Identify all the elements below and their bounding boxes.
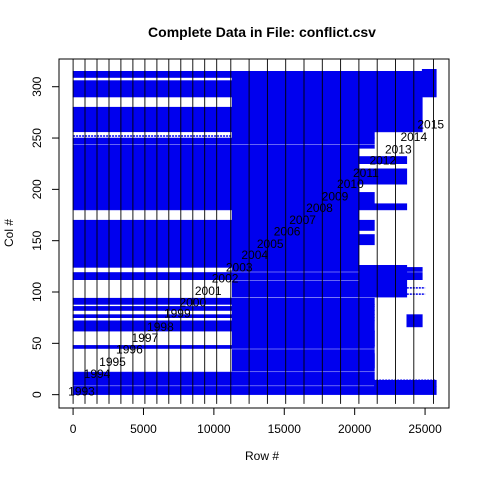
- data-band-18: [358, 219, 375, 231]
- y-axis-label: Col #: [2, 219, 16, 247]
- data-band-10: [72, 306, 375, 311]
- year-label-2003: 2003: [226, 260, 253, 274]
- data-band-31: [231, 77, 375, 81]
- x-tick-label-10000: 10000: [197, 422, 231, 436]
- data-band-26: [72, 137, 375, 145]
- year-label-2000: 2000: [179, 295, 206, 309]
- data-band-28: [72, 106, 375, 133]
- data-band-21: [358, 203, 408, 211]
- data-band-22: [358, 192, 375, 204]
- data-band-13: [231, 280, 375, 298]
- year-label-2006: 2006: [274, 224, 301, 238]
- data-band-34: [421, 69, 437, 98]
- row-boundaries: [72, 59, 434, 404]
- year-label-1998: 1998: [147, 320, 174, 334]
- x-tick-label-0: 0: [70, 422, 77, 436]
- data-band-12: [72, 297, 375, 305]
- data-band-38: [358, 353, 375, 369]
- year-label-1995: 1995: [99, 355, 126, 369]
- y-axis: 0 50 100 150 200 250 300: [30, 76, 60, 398]
- y-tick-label-200: 200: [30, 179, 44, 199]
- year-label-1999: 1999: [164, 307, 191, 321]
- year-label-1994: 1994: [84, 367, 111, 381]
- year-label-2010: 2010: [337, 177, 364, 191]
- year-label-2012: 2012: [369, 154, 396, 168]
- year-label-2002: 2002: [212, 272, 239, 286]
- x-axis: 0 5000 10000 15000 20000 25000: [70, 407, 442, 436]
- x-tick-label-25000: 25000: [408, 422, 442, 436]
- year-label-2013: 2013: [385, 142, 412, 156]
- y-tick-label-250: 250: [30, 128, 44, 148]
- year-labels: 1993 199419951996199719981999200020012002…: [68, 118, 444, 399]
- x-tick-label-5000: 5000: [130, 422, 157, 436]
- y-tick-label-50: 50: [30, 336, 44, 350]
- year-label-2001: 2001: [195, 284, 222, 298]
- data-band-27: [231, 131, 375, 139]
- data-band-33: [374, 71, 423, 133]
- year-label-2008: 2008: [306, 201, 333, 215]
- data-band-17: [358, 234, 375, 246]
- data-band-8: [72, 314, 375, 319]
- year-label-1996: 1996: [116, 343, 143, 357]
- data-band-7: [231, 317, 375, 322]
- year-label-2004: 2004: [241, 248, 268, 262]
- data-band-6: [72, 320, 375, 332]
- y-tick-label-100: 100: [30, 282, 44, 302]
- y-tick-label-150: 150: [30, 230, 44, 250]
- chart-title: Complete Data in File: conflict.csv: [148, 24, 376, 40]
- y-tick-label-300: 300: [30, 76, 44, 96]
- data-band-2: [231, 371, 375, 386]
- data-band-9: [231, 310, 375, 315]
- year-label-2009: 2009: [322, 190, 349, 204]
- data-band-29: [231, 96, 375, 108]
- data-band-5: [231, 330, 375, 346]
- year-label-1993: 1993: [68, 385, 95, 399]
- x-tick-label-20000: 20000: [338, 422, 372, 436]
- year-label-2005: 2005: [257, 237, 284, 251]
- year-label-2011: 2011: [353, 166, 379, 180]
- data-band-36: [358, 264, 408, 298]
- year-label-2015: 2015: [417, 118, 444, 132]
- year-label-1997: 1997: [132, 331, 159, 345]
- data-band-30: [72, 80, 375, 98]
- data-band-39: [406, 314, 423, 328]
- data-band-37: [358, 330, 375, 347]
- x-tick-label-15000: 15000: [268, 422, 302, 436]
- year-label-2014: 2014: [400, 130, 427, 144]
- data-point-lines: [73, 75, 437, 385]
- data-band-16: [72, 219, 360, 268]
- data-band-25: [72, 144, 375, 149]
- year-label-2007: 2007: [289, 213, 316, 227]
- data-band-0: [72, 386, 437, 395]
- y-tick-label-0: 0: [30, 391, 44, 398]
- data-band-3: [231, 349, 375, 372]
- x-axis-label: Row #: [245, 449, 279, 463]
